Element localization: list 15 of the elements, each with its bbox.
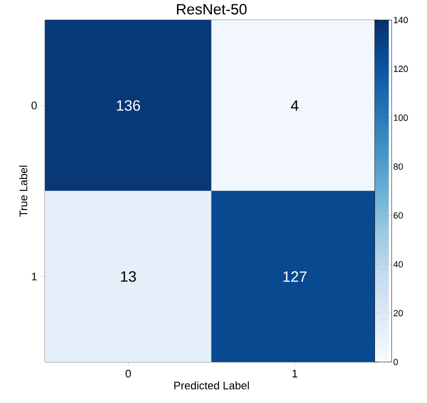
chart-title: ResNet-50 xyxy=(177,4,247,14)
color-bar-label: 80 xyxy=(394,163,403,170)
x-axis-title: Predicted Label xyxy=(174,381,249,390)
color-bar-label: 60 xyxy=(394,212,403,219)
data-label: 13 xyxy=(121,271,136,282)
y-axis-title: True Label xyxy=(19,166,28,217)
color-bar-label: 100 xyxy=(394,114,408,121)
color-bar-label: 20 xyxy=(394,310,403,316)
data-label: 4 xyxy=(290,100,298,111)
color-bar-label: 40 xyxy=(393,261,403,268)
color-bar-label: 120 xyxy=(394,66,408,72)
color-bar-label: 0 xyxy=(394,358,398,366)
data-label: 127 xyxy=(283,271,306,282)
color-bar-label: 140 xyxy=(394,16,408,24)
data-label: 136 xyxy=(116,100,140,111)
